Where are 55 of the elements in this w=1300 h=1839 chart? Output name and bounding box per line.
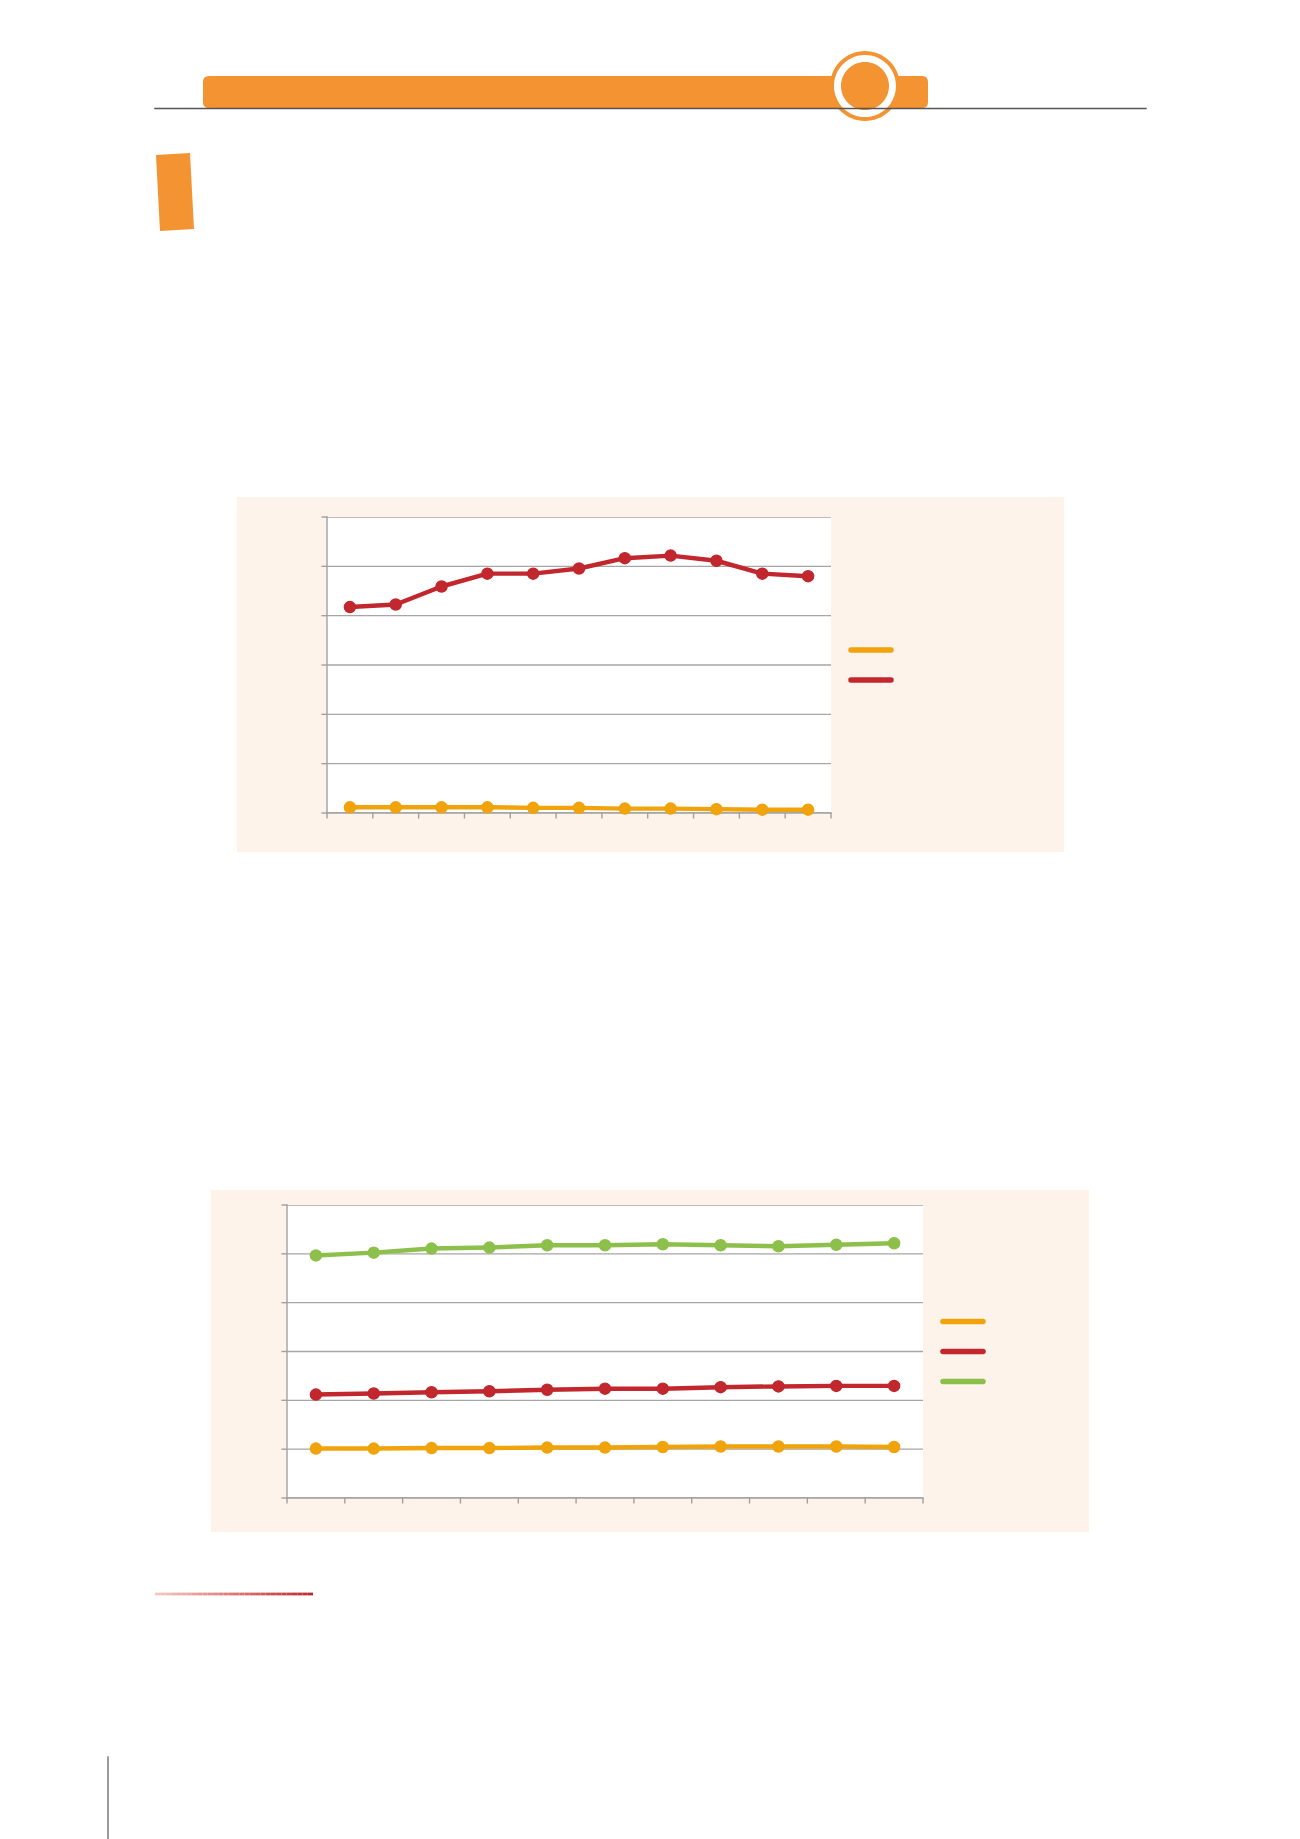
- point: [598, 1239, 612, 1252]
- point: [483, 1241, 496, 1254]
- point: [714, 1380, 727, 1394]
- point: [801, 569, 815, 583]
- point: [656, 1237, 670, 1251]
- point: [664, 802, 677, 815]
- point: [481, 567, 494, 580]
- point: [756, 567, 769, 580]
- point: [435, 580, 448, 593]
- point: [710, 554, 723, 568]
- point: [656, 1440, 670, 1454]
- point: [772, 1380, 785, 1393]
- point: [664, 549, 677, 562]
- point: [710, 802, 723, 816]
- point: [598, 1382, 612, 1395]
- point: [309, 1388, 323, 1401]
- point: [483, 1384, 496, 1398]
- point: [309, 1442, 323, 1455]
- point: [830, 1379, 843, 1393]
- point: [801, 803, 815, 816]
- point: [481, 801, 494, 814]
- point: [618, 551, 632, 565]
- point: [772, 1240, 785, 1253]
- point: [367, 1387, 380, 1400]
- point: [887, 1440, 901, 1454]
- point: [389, 598, 402, 611]
- point: [572, 801, 586, 815]
- point: [756, 803, 769, 816]
- point: [830, 1440, 843, 1453]
- point: [598, 1441, 612, 1454]
- point: [343, 600, 357, 614]
- point: [526, 801, 540, 815]
- point: [540, 1441, 554, 1454]
- point: [425, 1441, 438, 1455]
- point: [540, 1239, 554, 1252]
- point: [830, 1238, 843, 1251]
- point: [887, 1379, 901, 1393]
- point: [618, 802, 632, 815]
- point: [367, 1442, 380, 1455]
- point: [309, 1249, 323, 1262]
- point: [572, 562, 586, 575]
- point: [367, 1246, 380, 1259]
- point: [714, 1440, 727, 1453]
- point: [540, 1383, 554, 1396]
- point: [425, 1386, 438, 1399]
- point: [425, 1242, 438, 1255]
- point: [483, 1441, 496, 1455]
- point: [526, 567, 540, 580]
- point: [714, 1239, 727, 1252]
- point: [656, 1382, 670, 1395]
- point: [389, 801, 402, 814]
- point: [772, 1440, 785, 1453]
- point: [887, 1236, 901, 1250]
- point: [343, 801, 357, 814]
- point: [435, 801, 448, 814]
